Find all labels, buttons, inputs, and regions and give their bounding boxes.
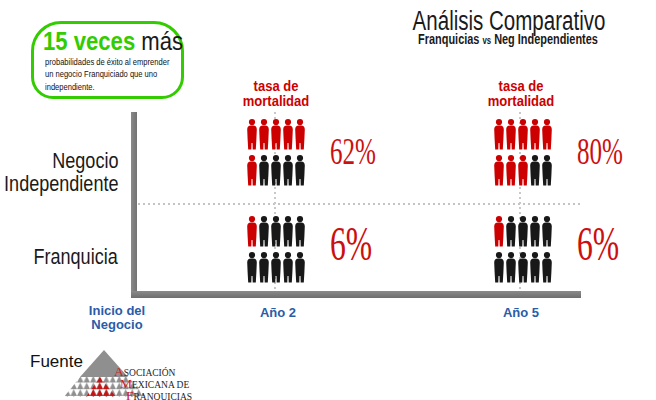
person-icon [246,155,258,186]
person-icon [282,216,294,247]
pct-label-franquicia-year2: 6% [330,220,372,268]
x-axis-line [131,291,581,298]
pictogram-group-franquicia-year5 [493,216,553,283]
pictogram-row [493,252,553,283]
column-header-line2: mortalidad [243,93,310,109]
badge-body-line3: independiente. [45,82,95,92]
row-label-negocio-independiente: NegocioIndependiente [4,149,118,195]
subtitle-franquicias: Franquicias [418,31,479,47]
person-icon [246,216,258,247]
infographic-canvas: 15 veces más probabilidades de éxito al … [0,0,656,400]
person-icon [294,119,306,150]
origin-label-line2: Negocio [91,317,142,332]
person-icon [258,252,270,283]
y-axis-line [131,112,137,298]
person-icon [541,119,553,150]
person-icon [270,155,282,186]
person-icon [258,155,270,186]
person-icon [529,252,541,283]
person-icon [517,216,529,247]
badge-headline-highlight: 15 veces [43,26,135,56]
person-icon [529,216,541,247]
row-label-line2: Independiente [4,171,118,196]
pictogram-row [246,119,306,150]
pct-label-independiente-year5: 80% [577,132,623,170]
person-icon [505,119,517,150]
origin-label-line1: Inicio del [89,303,145,318]
person-icon [282,119,294,150]
x-axis-origin-label: Inicio delNegocio [67,304,167,332]
person-icon [517,252,529,283]
badge-headline-rest: más [135,26,183,56]
person-icon [529,155,541,186]
person-icon [529,119,541,150]
pictogram-row [493,155,553,186]
badge-body-text: probabilidades de éxito al emprender un n… [45,56,169,93]
subtitle-vs: vs [482,35,491,46]
person-icon [258,119,270,150]
pictogram-row [246,155,306,186]
pct-label-franquicia-year5: 6% [577,220,619,268]
person-icon [246,252,258,283]
pct-label-independiente-year2: 62% [330,132,376,170]
logo-initial: F [126,388,134,400]
pictogram-group-franquicia-year2 [246,216,306,283]
column-header-year5: tasa demortalidad [465,79,577,108]
pictogram-row [246,252,306,283]
person-icon [517,155,529,186]
person-icon [282,155,294,186]
pictogram-row [246,216,306,247]
person-icon [294,216,306,247]
person-icon [493,252,505,283]
person-icon [282,252,294,283]
row-label-franquicia: Franquicia [34,245,118,268]
person-icon [517,119,529,150]
person-icon [493,119,505,150]
column-header-year2: tasa demortalidad [220,79,332,108]
person-icon [294,155,306,186]
column-header-line2: mortalidad [488,93,555,109]
person-icon [505,216,517,247]
badge-body-line1: probabilidades de éxito al emprender [45,57,169,67]
horizontal-dotted-divider [138,203,580,205]
subtitle-independientes: Neg Independientes [494,31,598,47]
person-icon [270,252,282,283]
page-subtitle: Franquicias vs Neg Independientes [391,31,625,47]
row-label-line1: Negocio [52,148,118,173]
person-icon [493,155,505,186]
badge-body-line2: un negocio Franquiciado que uno [45,69,157,79]
person-icon [505,252,517,283]
pictogram-row [493,216,553,247]
person-icon [505,155,517,186]
person-icon [541,216,553,247]
person-icon [270,119,282,150]
person-icon [246,119,258,150]
x-axis-label-year2: Año 2 [228,306,328,320]
pictogram-group-independiente-year5 [493,119,553,186]
pictogram-row [493,119,553,150]
person-icon [541,252,553,283]
badge-headline: 15 veces más [43,27,183,55]
person-icon [270,216,282,247]
person-icon [493,216,505,247]
logo-rest: RANQUICIAS [134,392,193,400]
pictogram-group-independiente-year2 [246,119,306,186]
person-icon [258,216,270,247]
person-icon [541,155,553,186]
logo-text-line3: FRANQUICIAS [126,389,192,400]
person-icon [294,252,306,283]
x-axis-label-year5: Año 5 [471,306,571,320]
